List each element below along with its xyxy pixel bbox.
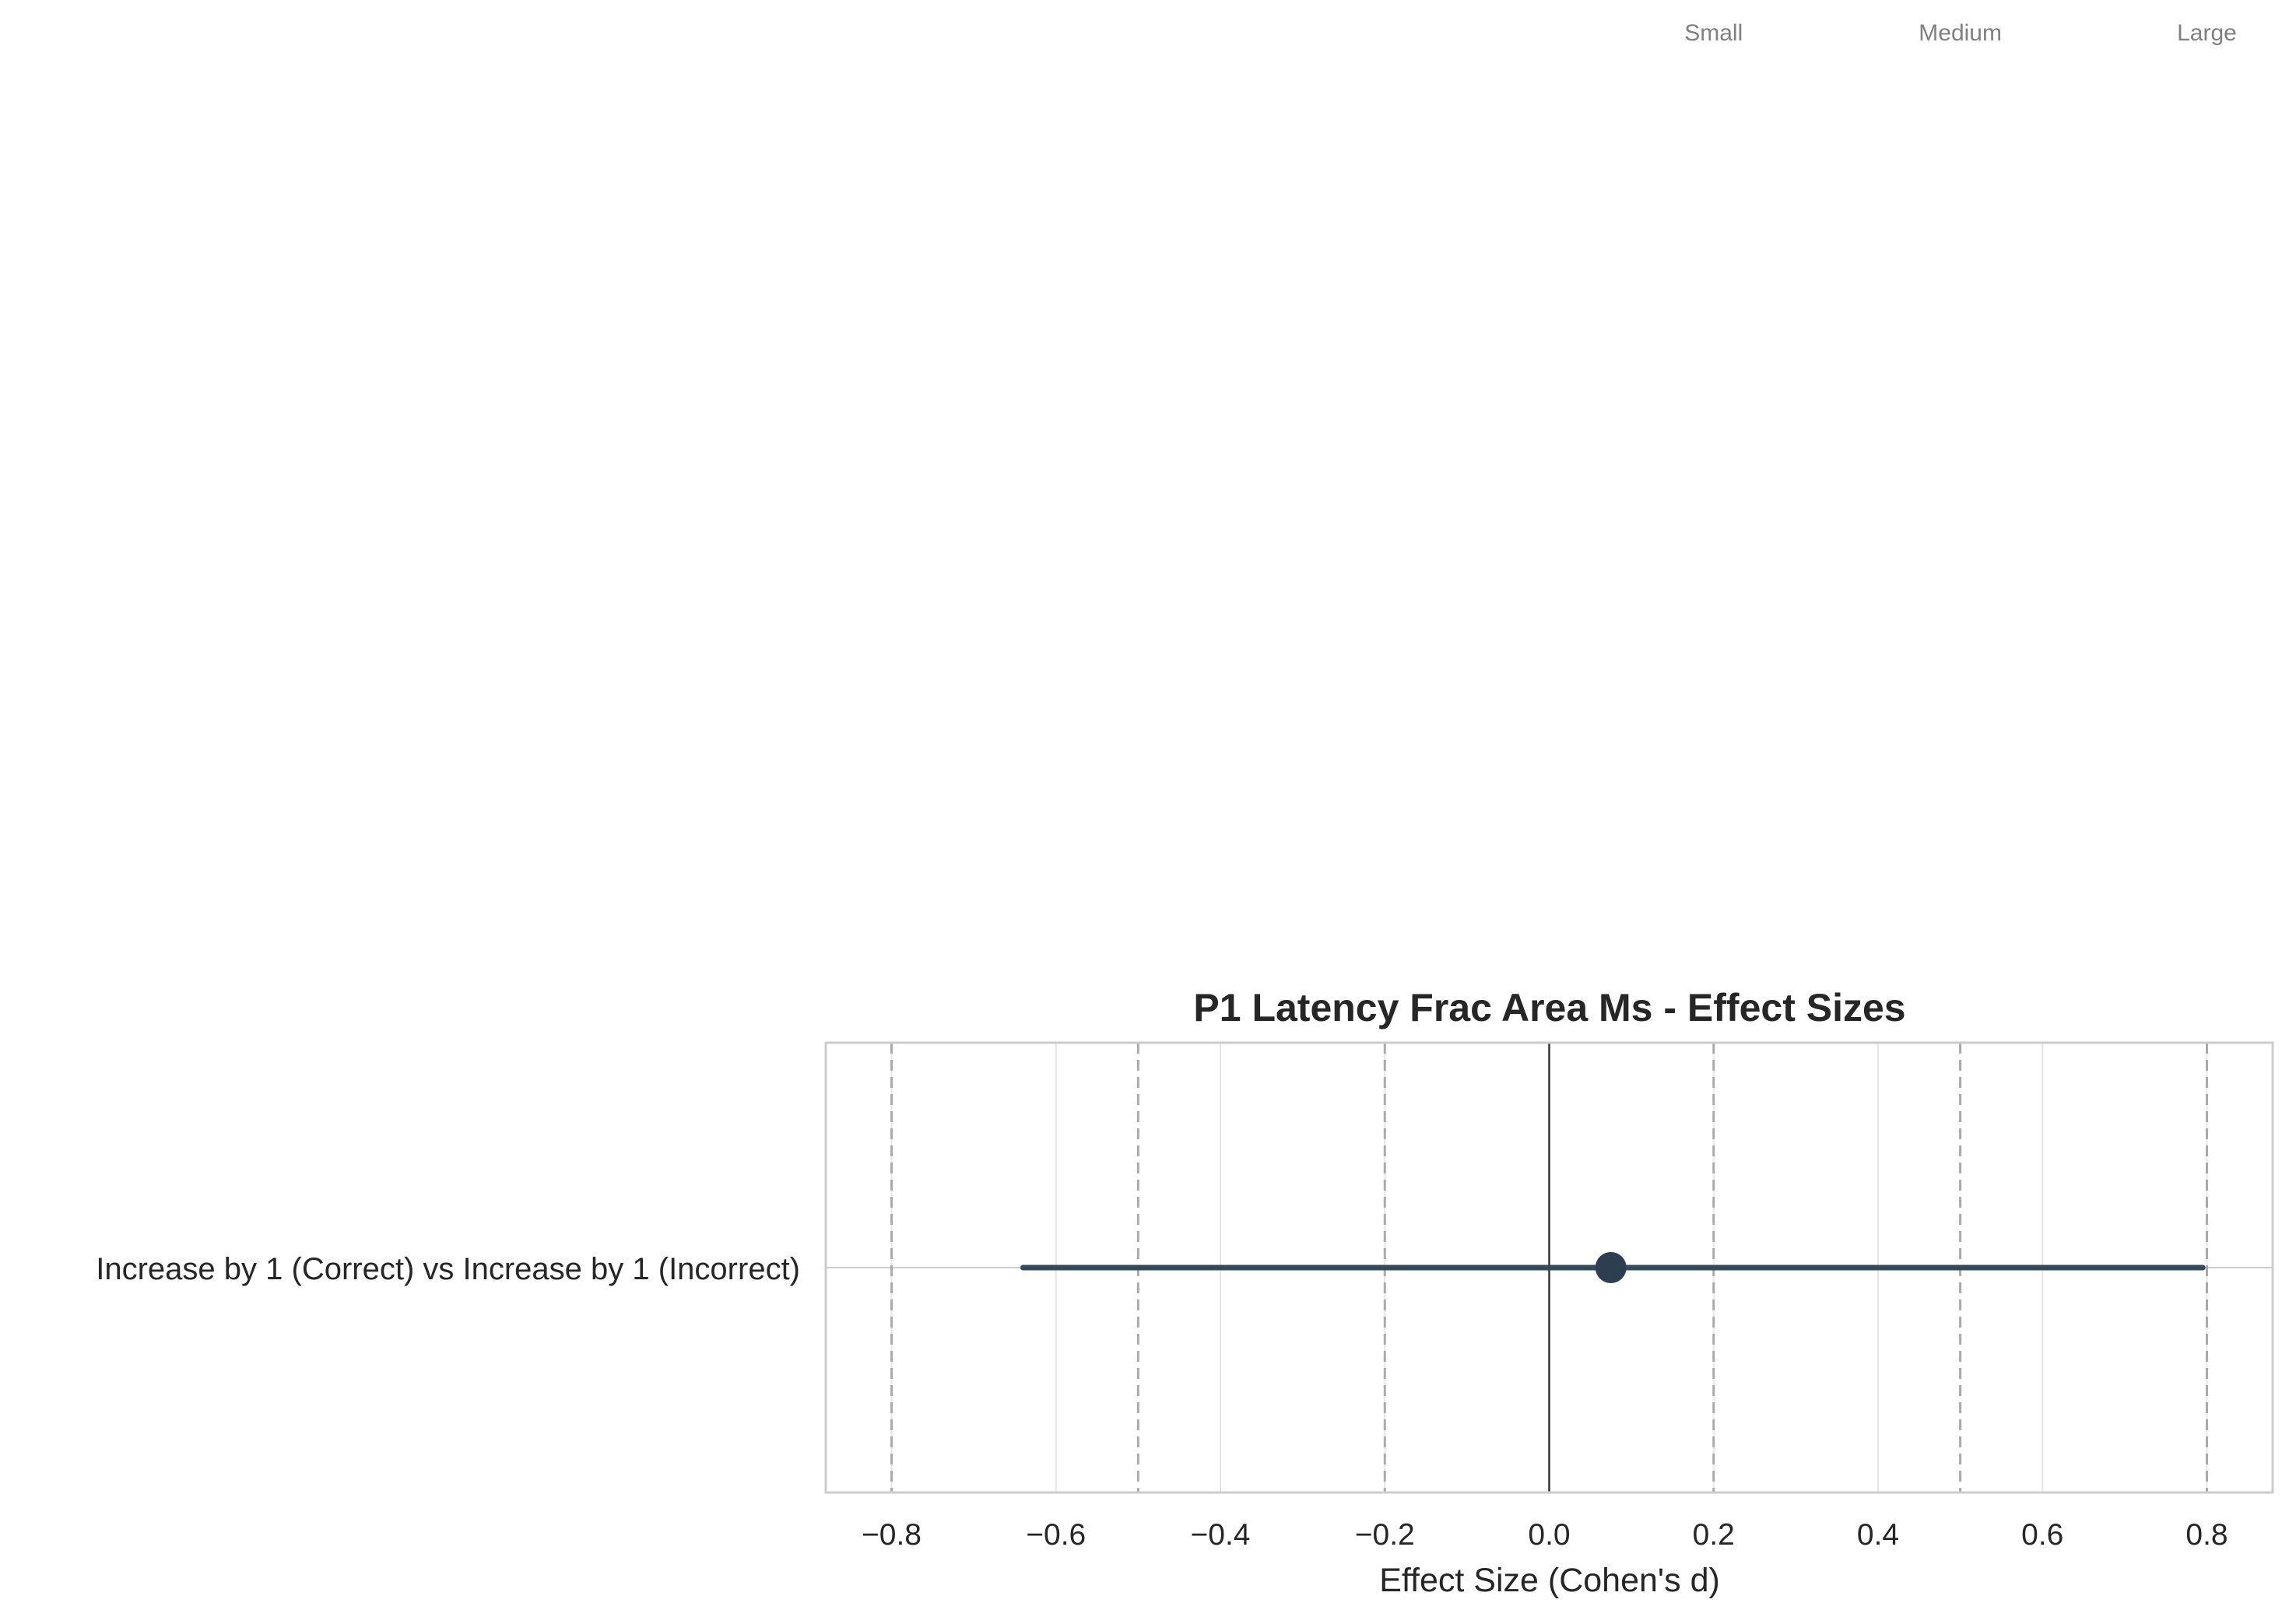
x-tick-label-2: −0.4	[1191, 1518, 1251, 1552]
x-tick-label-0: −0.8	[862, 1518, 922, 1552]
x-tick-label-6: 0.4	[1857, 1518, 1899, 1552]
threshold-label-large: Large	[2177, 20, 2237, 46]
x-tick-label-5: 0.2	[1693, 1518, 1735, 1552]
x-tick-labels: −0.8 −0.6 −0.4 −0.2 0.0 0.2 0.4 0.6 0.8	[862, 1518, 2228, 1552]
data-marks	[1020, 1252, 2206, 1283]
y-tick-label-0: Increase by 1 (Correct) vs Increase by 1…	[96, 1252, 800, 1286]
x-tick-label-7: 0.6	[2021, 1518, 2063, 1552]
x-axis-label: Effect Size (Cohen's d)	[1379, 1562, 1720, 1599]
chart-title: P1 Latency Frac Area Ms - Effect Sizes	[1193, 986, 1905, 1029]
x-tick-label-4: 0.0	[1528, 1518, 1570, 1552]
x-tick-label-8: 0.8	[2185, 1518, 2228, 1552]
x-tick-label-3: −0.2	[1355, 1518, 1415, 1552]
x-tick-label-1: −0.6	[1026, 1518, 1086, 1552]
threshold-labels: Small Medium Large	[1684, 20, 2237, 46]
threshold-label-medium: Medium	[1919, 20, 2002, 46]
plot-frame	[824, 1041, 2274, 1494]
effect-point-0	[1595, 1252, 1627, 1283]
threshold-label-small: Small	[1684, 20, 1743, 46]
